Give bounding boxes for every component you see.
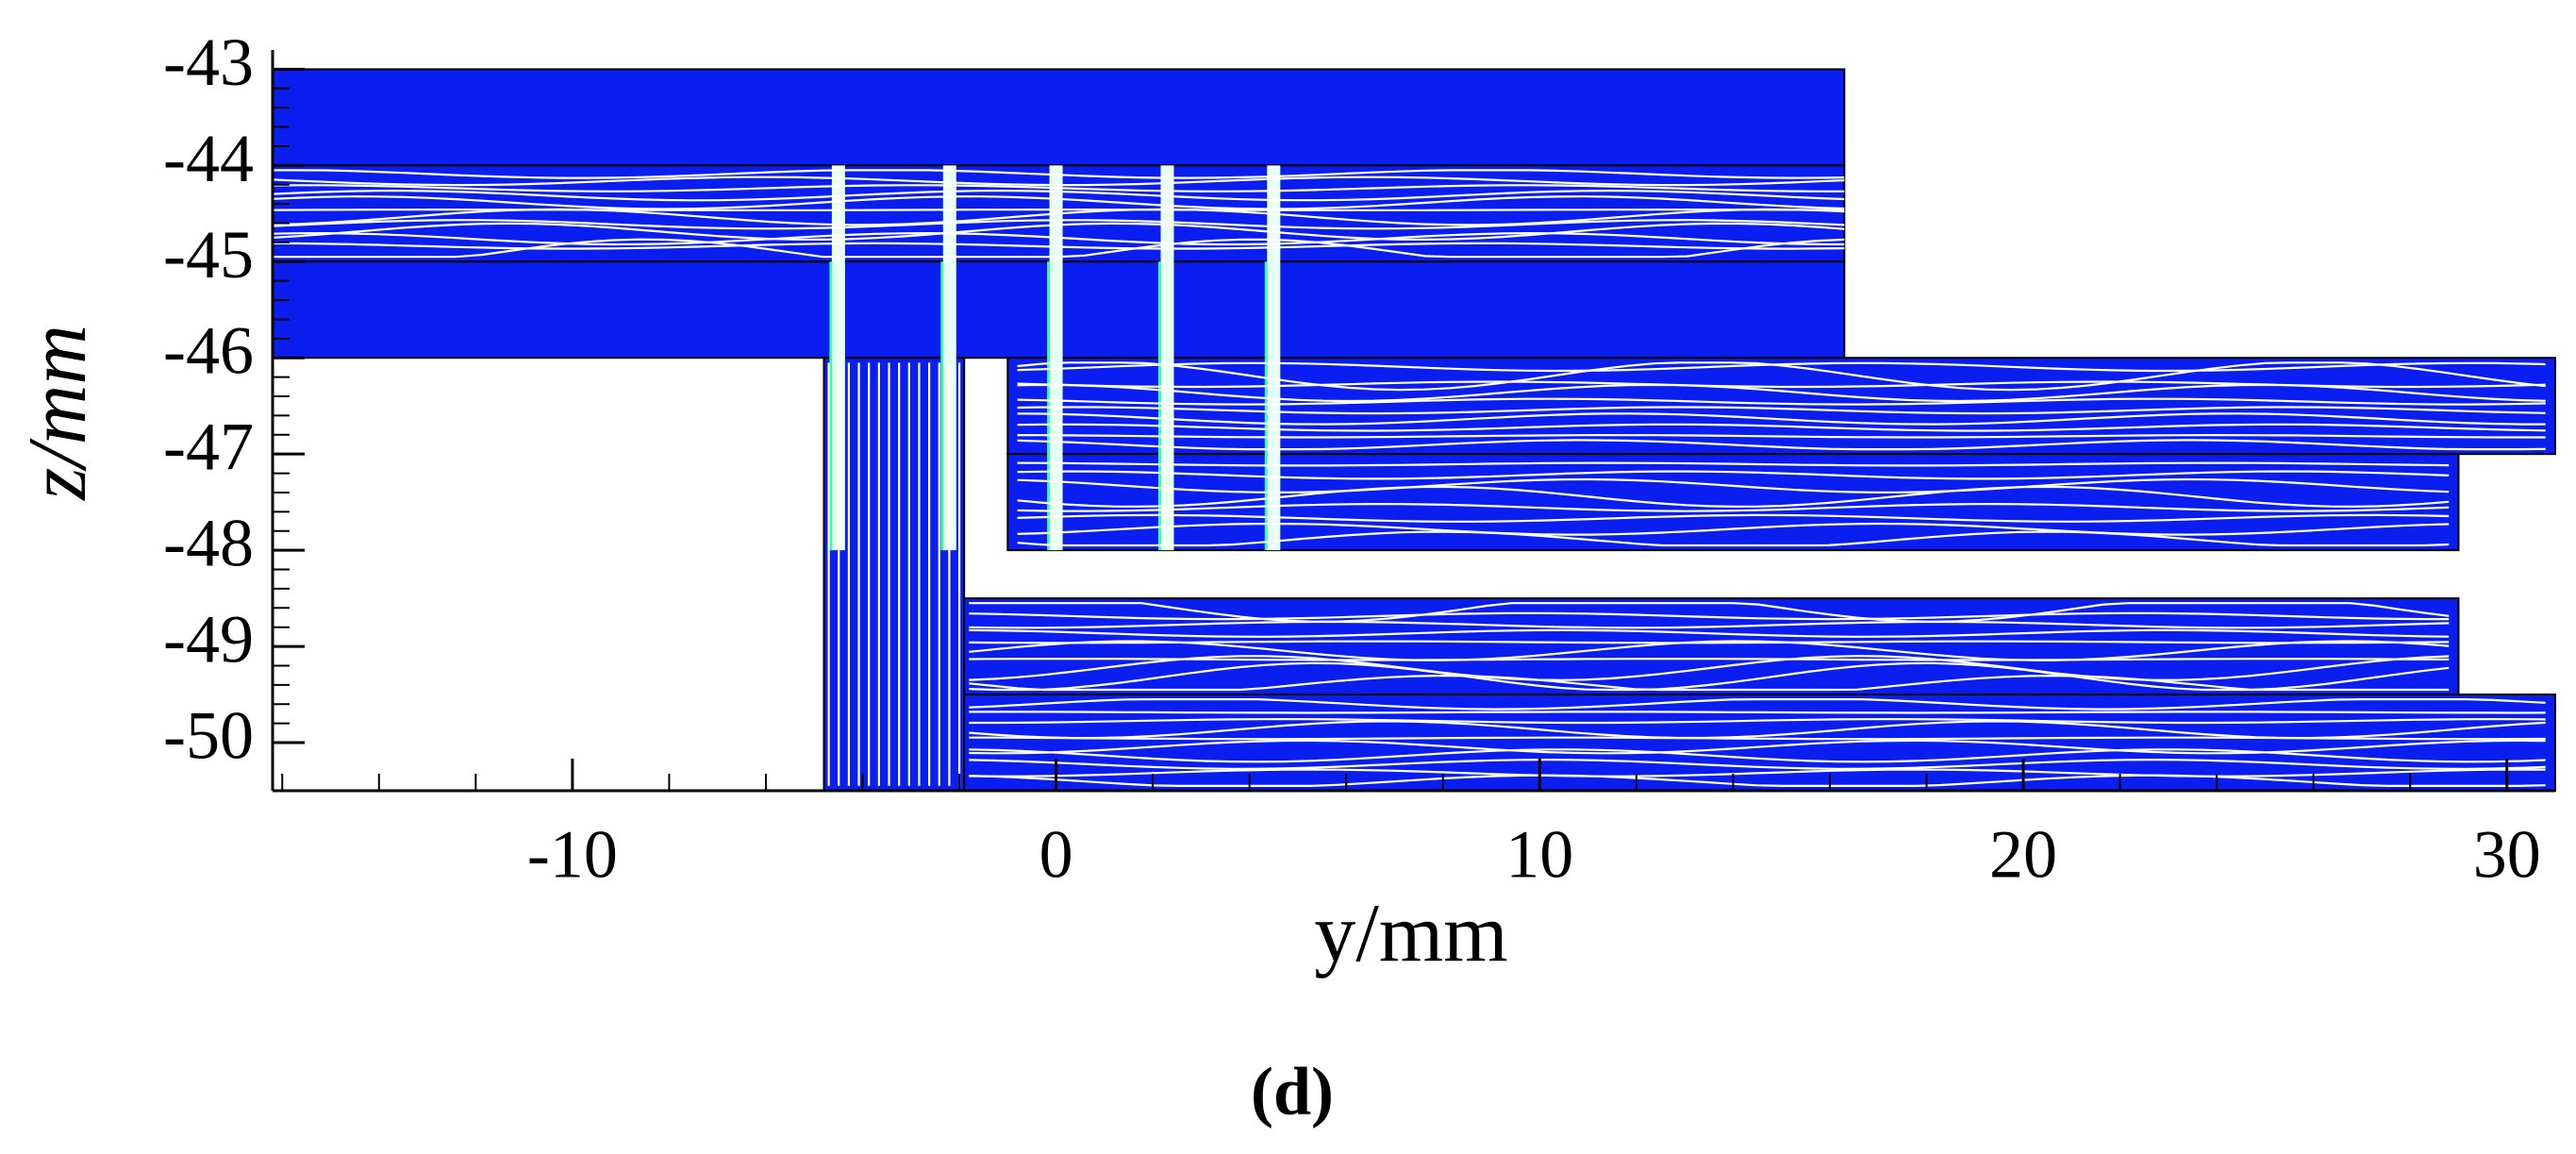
streamline: [969, 640, 2450, 644]
streamline: [1017, 477, 2450, 494]
streamline: [969, 611, 2450, 621]
streamline: [969, 736, 2546, 741]
x-tick-label: 20: [1989, 817, 2057, 893]
x-tick-label: 10: [1505, 817, 1573, 893]
streamline: [1017, 423, 2546, 432]
streamline: [272, 219, 1845, 230]
streamline: [1017, 461, 2450, 467]
jet: [1049, 165, 1063, 551]
streamline: [969, 739, 2546, 755]
y-tick-label: -46: [163, 313, 254, 389]
y-tick-label: -44: [163, 121, 254, 196]
streamline: [1017, 361, 2546, 373]
y-tick-label: -50: [163, 698, 254, 774]
streamline: [273, 238, 1845, 259]
streamline: [1017, 470, 2450, 480]
streamline: [273, 169, 1845, 179]
streamline: [1017, 439, 2546, 451]
streamline: [969, 711, 2546, 714]
streamline: [969, 674, 2450, 692]
streamline: [969, 768, 2546, 778]
x-axis-label: y/mm: [1314, 888, 1507, 979]
axes: -43 -44 -45 -46 -47 -48 -49 -50 -10 0 10 20 30: [163, 25, 2555, 893]
y-tick-label: -43: [163, 25, 254, 100]
jet: [1160, 165, 1174, 551]
streamline: [272, 176, 1845, 187]
streamline: [272, 231, 1845, 246]
upper-chamber: [1006, 357, 2556, 456]
streamline: [969, 698, 2546, 711]
lower-chamber: [963, 694, 2556, 792]
y-tick-label: -49: [163, 602, 254, 677]
streamline: [272, 195, 1845, 210]
x-tick-label: -10: [527, 817, 618, 893]
jet: [1267, 165, 1281, 551]
streamline: [272, 208, 1845, 226]
caption: (d): [1251, 1054, 1334, 1129]
streamline: [969, 620, 2450, 629]
x-tick-label: 0: [1039, 817, 1073, 893]
flow-field: [272, 68, 2556, 792]
y-tick-label: -47: [163, 410, 254, 485]
streamline: [1017, 383, 2546, 403]
y-tick-label: -45: [163, 217, 254, 293]
streamline: [1017, 361, 2546, 392]
streamline: [969, 658, 2450, 661]
streamline: [1017, 406, 2546, 415]
solid-block: [272, 68, 1846, 167]
x-tick-label: 30: [2473, 817, 2541, 893]
streamline: [969, 661, 2450, 692]
streamline: [1017, 397, 2546, 406]
jet: [942, 165, 956, 551]
streamline: [272, 189, 1845, 202]
streamline: [969, 774, 2546, 787]
streamline: [1017, 502, 2450, 512]
streamline: [969, 758, 2546, 770]
y-tick-label: -48: [163, 506, 254, 581]
streamline: [969, 655, 2450, 681]
streamline: [272, 222, 1845, 242]
streamline: [1017, 530, 2450, 547]
streamline: [1017, 412, 2546, 426]
streamline: [969, 628, 2450, 638]
y-axis-label: z/mm: [12, 325, 104, 501]
jet: [831, 165, 845, 551]
streamline: [1017, 513, 2450, 523]
streamline: [969, 717, 2546, 725]
streamline: [969, 640, 2450, 661]
streamline: [1017, 485, 2450, 509]
streamline: [969, 602, 2450, 623]
streamline: [1017, 433, 2546, 439]
streamline: [1017, 522, 2450, 536]
streamline: [969, 748, 2546, 763]
streamline: [272, 184, 1845, 192]
